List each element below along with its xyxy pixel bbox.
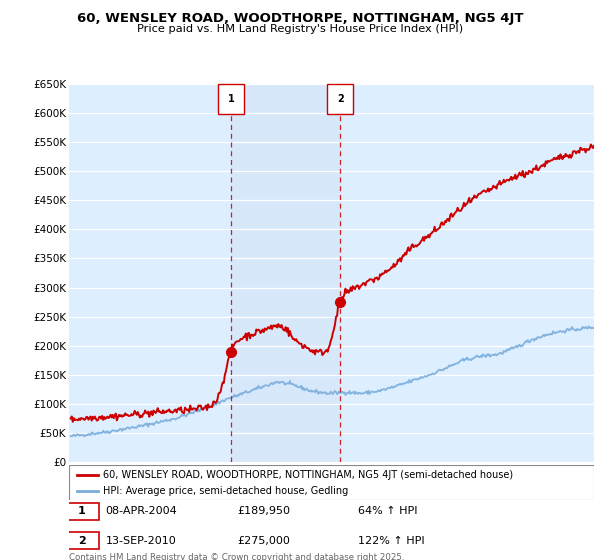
Text: 1: 1 bbox=[227, 94, 235, 104]
Text: £275,000: £275,000 bbox=[237, 535, 290, 545]
Bar bbox=[231, 84, 340, 462]
Text: £189,950: £189,950 bbox=[237, 506, 290, 516]
Text: 60, WENSLEY ROAD, WOODTHORPE, NOTTINGHAM, NG5 4JT (semi-detached house): 60, WENSLEY ROAD, WOODTHORPE, NOTTINGHAM… bbox=[103, 469, 513, 479]
Text: 122% ↑ HPI: 122% ↑ HPI bbox=[358, 535, 424, 545]
Text: 64% ↑ HPI: 64% ↑ HPI bbox=[358, 506, 417, 516]
Text: 13-SEP-2010: 13-SEP-2010 bbox=[106, 535, 176, 545]
Text: Price paid vs. HM Land Registry's House Price Index (HPI): Price paid vs. HM Land Registry's House … bbox=[137, 24, 463, 34]
FancyBboxPatch shape bbox=[69, 465, 594, 500]
Text: 1: 1 bbox=[78, 506, 85, 516]
Text: HPI: Average price, semi-detached house, Gedling: HPI: Average price, semi-detached house,… bbox=[103, 486, 349, 496]
Text: 2: 2 bbox=[78, 535, 85, 545]
FancyBboxPatch shape bbox=[327, 84, 353, 114]
FancyBboxPatch shape bbox=[64, 532, 100, 549]
Text: 2: 2 bbox=[337, 94, 344, 104]
FancyBboxPatch shape bbox=[218, 84, 244, 114]
Text: Contains HM Land Registry data © Crown copyright and database right 2025.
This d: Contains HM Land Registry data © Crown c… bbox=[69, 553, 404, 560]
Text: 08-APR-2004: 08-APR-2004 bbox=[106, 506, 178, 516]
Text: 60, WENSLEY ROAD, WOODTHORPE, NOTTINGHAM, NG5 4JT: 60, WENSLEY ROAD, WOODTHORPE, NOTTINGHAM… bbox=[77, 12, 523, 25]
FancyBboxPatch shape bbox=[64, 503, 100, 520]
